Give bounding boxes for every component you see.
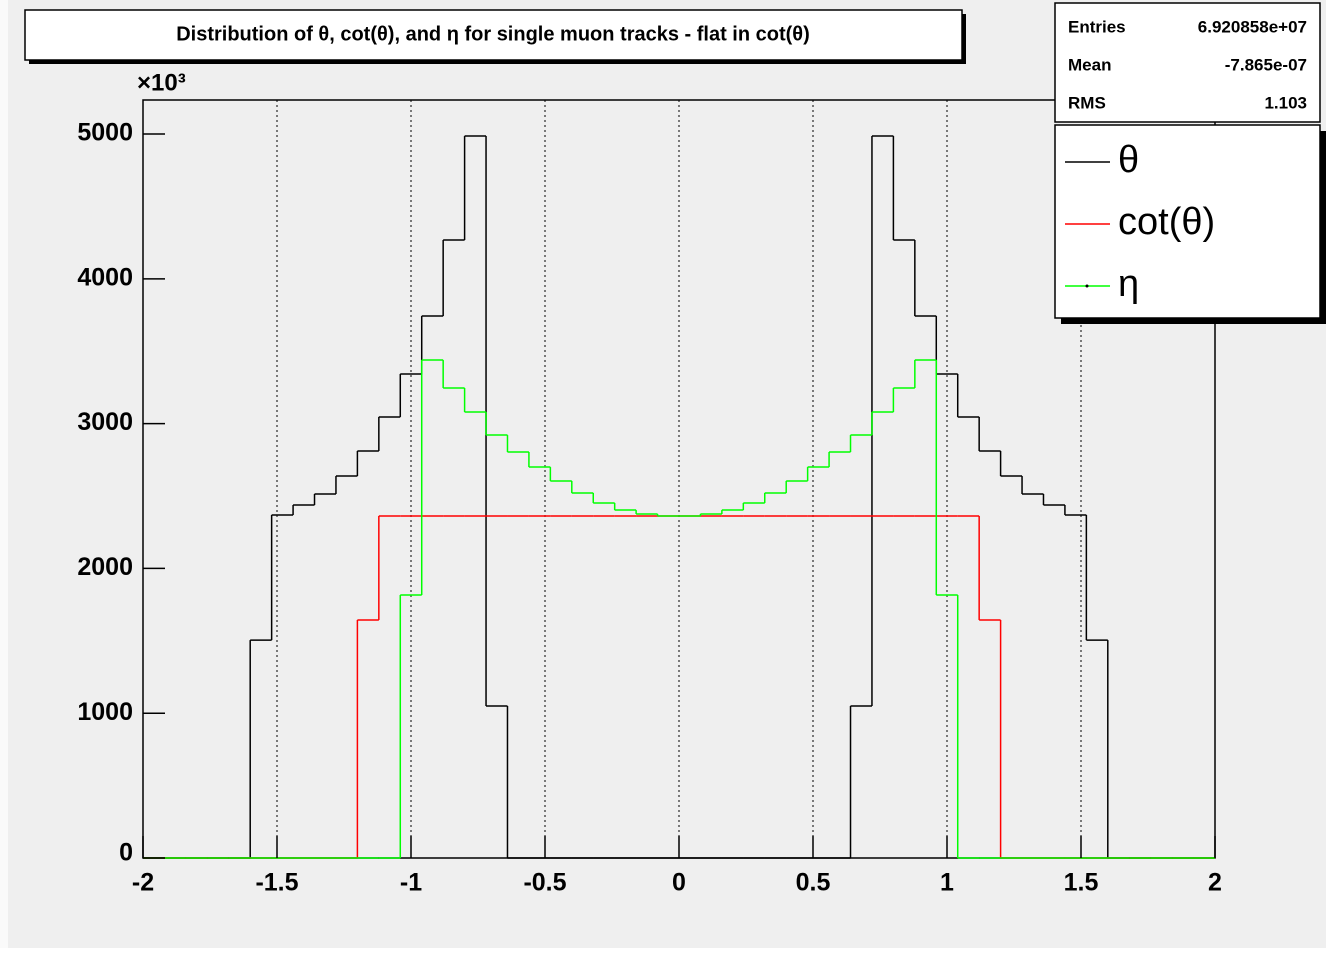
legend-marker (1085, 284, 1089, 288)
y-multiplier: ×10³ (137, 69, 186, 96)
legend-label: cot(θ) (1118, 201, 1215, 243)
y-tick-label: 0 (119, 839, 133, 867)
x-tick-label: 2 (1208, 869, 1222, 897)
stats-label: Mean (1068, 55, 1111, 74)
x-tick-label: -2 (132, 869, 154, 897)
stats-label: Entries (1068, 17, 1126, 36)
stats-label: RMS (1068, 93, 1106, 112)
stats-value: 6.920858e+07 (1198, 17, 1307, 36)
x-tick-label: 1.5 (1064, 869, 1099, 897)
stats-value: 1.103 (1264, 93, 1307, 112)
chart-title: Distribution of θ, cot(θ), and η for sin… (176, 23, 810, 45)
x-tick-label: -1 (400, 869, 422, 897)
y-tick-label: 2000 (77, 553, 133, 581)
x-tick-label: 1 (940, 869, 954, 897)
y-tick-label: 4000 (77, 263, 133, 291)
y-tick-label: 3000 (77, 408, 133, 436)
stats-value: -7.865e-07 (1225, 55, 1307, 74)
legend-label: θ (1118, 139, 1139, 181)
stats-box (1054, 2, 1321, 123)
title-box (24, 9, 963, 61)
y-tick-label: 1000 (77, 698, 133, 726)
x-tick-label: -0.5 (523, 869, 566, 897)
left-strip (0, 0, 8, 948)
x-tick-label: -1.5 (255, 869, 298, 897)
x-tick-label: 0.5 (796, 869, 831, 897)
x-tick-label: 0 (672, 869, 686, 897)
plot (143, 100, 1215, 859)
legend-label: η (1118, 263, 1139, 305)
y-tick-label: 5000 (77, 119, 133, 147)
